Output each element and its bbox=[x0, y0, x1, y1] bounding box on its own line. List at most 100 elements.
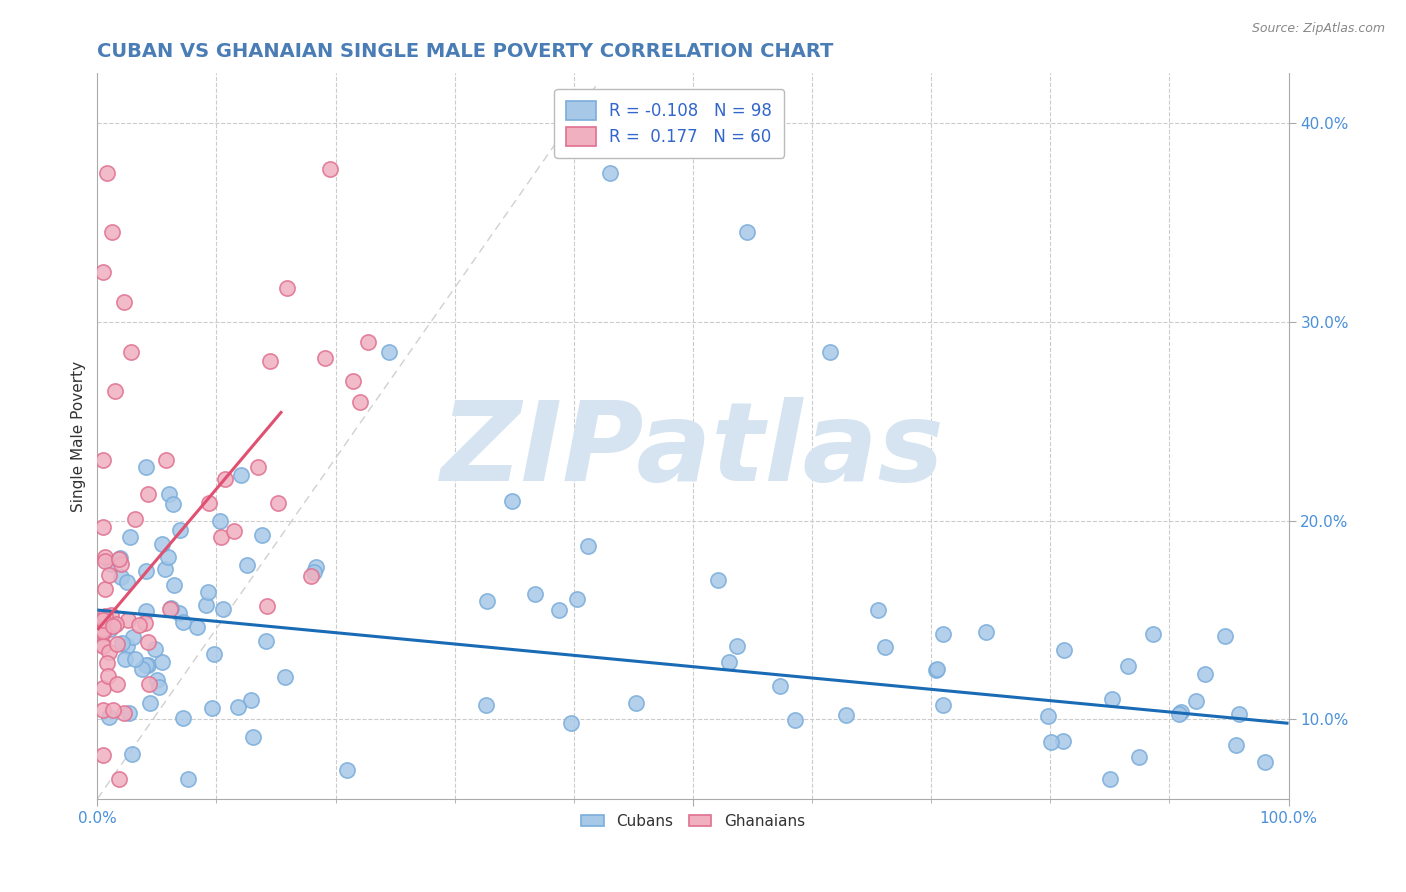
Point bbox=[976, 625, 998, 640]
Point bbox=[932, 698, 955, 712]
Point bbox=[107, 552, 129, 566]
Point bbox=[118, 706, 141, 720]
Point bbox=[302, 565, 325, 579]
Point bbox=[927, 661, 949, 675]
Point bbox=[94, 554, 117, 568]
Point bbox=[160, 601, 183, 615]
Point bbox=[91, 265, 114, 279]
Point bbox=[725, 639, 748, 653]
Point bbox=[1142, 627, 1164, 641]
Point bbox=[349, 394, 371, 409]
Point bbox=[735, 226, 758, 240]
Point bbox=[259, 354, 281, 368]
Point bbox=[121, 747, 143, 761]
Point bbox=[1227, 706, 1250, 721]
Point bbox=[209, 530, 232, 544]
Point bbox=[239, 692, 262, 706]
Point bbox=[548, 603, 571, 617]
Point bbox=[834, 708, 856, 723]
Point bbox=[342, 374, 364, 388]
Point bbox=[131, 662, 153, 676]
Point bbox=[576, 540, 599, 554]
Point bbox=[135, 605, 157, 619]
Point bbox=[201, 700, 224, 714]
Point bbox=[157, 487, 180, 501]
Point bbox=[1052, 734, 1074, 748]
Point bbox=[925, 663, 948, 677]
Point bbox=[139, 696, 162, 710]
Point bbox=[202, 647, 225, 661]
Point bbox=[91, 638, 114, 652]
Point bbox=[100, 226, 122, 240]
Point bbox=[91, 452, 114, 467]
Point bbox=[93, 582, 115, 597]
Point bbox=[707, 573, 730, 587]
Point bbox=[105, 637, 128, 651]
Legend: Cubans, Ghanaians: Cubans, Ghanaians bbox=[575, 807, 811, 835]
Point bbox=[1185, 694, 1208, 708]
Point bbox=[91, 748, 114, 763]
Point bbox=[135, 460, 157, 475]
Point bbox=[112, 295, 135, 310]
Point bbox=[718, 655, 741, 669]
Point bbox=[150, 537, 173, 551]
Point bbox=[818, 344, 841, 359]
Point bbox=[118, 530, 141, 544]
Point bbox=[267, 496, 290, 510]
Point bbox=[224, 524, 246, 539]
Point bbox=[152, 655, 174, 669]
Point bbox=[162, 497, 184, 511]
Point bbox=[186, 620, 208, 634]
Point bbox=[256, 599, 278, 613]
Point bbox=[136, 635, 159, 649]
Point bbox=[1254, 755, 1277, 769]
Point bbox=[226, 699, 249, 714]
Point bbox=[1128, 750, 1150, 764]
Point bbox=[134, 616, 156, 631]
Point bbox=[378, 344, 401, 359]
Point bbox=[110, 557, 132, 571]
Point bbox=[91, 704, 114, 718]
Point bbox=[103, 619, 125, 633]
Point bbox=[104, 616, 127, 631]
Point bbox=[626, 696, 648, 710]
Point bbox=[108, 551, 131, 566]
Point bbox=[97, 669, 120, 683]
Point bbox=[785, 713, 807, 727]
Point bbox=[100, 557, 122, 571]
Point bbox=[135, 564, 157, 578]
Point bbox=[231, 467, 253, 482]
Point bbox=[357, 334, 380, 349]
Point bbox=[1098, 772, 1121, 786]
Point bbox=[121, 630, 143, 644]
Point bbox=[91, 622, 114, 636]
Point bbox=[214, 472, 236, 486]
Point bbox=[932, 627, 955, 641]
Point bbox=[107, 676, 129, 690]
Point bbox=[236, 558, 259, 572]
Point bbox=[567, 592, 589, 607]
Point bbox=[146, 673, 169, 688]
Point bbox=[475, 594, 498, 608]
Point bbox=[98, 568, 121, 582]
Point bbox=[124, 512, 146, 526]
Point bbox=[91, 624, 114, 638]
Point bbox=[148, 680, 170, 694]
Point bbox=[128, 618, 150, 632]
Point bbox=[115, 574, 138, 589]
Text: CUBAN VS GHANAIAN SINGLE MALE POVERTY CORRELATION CHART: CUBAN VS GHANAIAN SINGLE MALE POVERTY CO… bbox=[97, 42, 834, 61]
Point bbox=[98, 622, 121, 636]
Point bbox=[246, 460, 269, 475]
Point bbox=[172, 615, 194, 630]
Point bbox=[299, 569, 322, 583]
Point bbox=[314, 351, 336, 365]
Point bbox=[157, 549, 180, 564]
Point bbox=[112, 706, 135, 721]
Point bbox=[273, 670, 295, 684]
Point bbox=[474, 698, 496, 712]
Point bbox=[115, 639, 138, 653]
Point bbox=[138, 657, 160, 672]
Point bbox=[100, 608, 122, 623]
Point bbox=[91, 616, 114, 631]
Text: ZIPatlas: ZIPatlas bbox=[441, 397, 945, 504]
